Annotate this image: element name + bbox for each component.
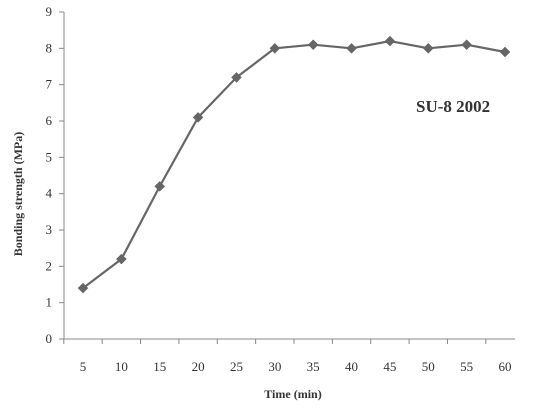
y-tick-label: 2 (46, 258, 53, 273)
data-point (346, 42, 357, 54)
data-point (231, 72, 242, 83)
y-tick-label: 7 (46, 77, 53, 92)
data-point (154, 181, 166, 192)
x-axis-title: Time (min) (264, 387, 321, 401)
x-tick-label: 55 (460, 359, 473, 374)
y-tick-label: 0 (46, 331, 53, 346)
x-tick-label: 60 (499, 359, 512, 374)
y-tick-label: 8 (46, 40, 53, 55)
x-tick-label: 35 (307, 359, 320, 374)
y-tick-label: 5 (46, 149, 53, 164)
y-axis: 0 1 2 3 4 5 6 7 8 9 (46, 4, 65, 346)
x-tick-label: 25 (230, 359, 243, 374)
x-axis: 5 10 15 20 25 30 35 40 45 50 55 60 (63, 338, 515, 374)
y-tick-label: 9 (46, 4, 53, 19)
data-point (384, 35, 396, 47)
y-tick-label: 4 (46, 186, 53, 201)
data-point (461, 39, 472, 51)
data-point (422, 42, 434, 54)
series-annotation: SU-8 2002 (416, 97, 490, 116)
data-point (499, 46, 511, 58)
y-tick-label: 6 (46, 113, 53, 128)
series-layer (77, 35, 511, 294)
x-tick-label: 45 (383, 359, 396, 374)
data-point (77, 282, 89, 294)
x-tick-label: 50 (422, 359, 435, 374)
x-tick-label: 40 (345, 359, 358, 374)
y-axis-title: Bonding strength (MPa) (11, 132, 25, 256)
data-point (269, 42, 281, 54)
x-tick-label: 30 (268, 359, 281, 374)
data-point (116, 253, 127, 265)
y-tick-label: 3 (46, 222, 53, 237)
data-point (307, 39, 319, 51)
x-tick-label: 5 (80, 359, 87, 374)
y-tick-label: 1 (46, 295, 53, 310)
series-line (82, 39, 506, 289)
data-point (192, 112, 204, 123)
x-tick-label: 10 (115, 359, 128, 374)
x-tick-label: 20 (192, 359, 205, 374)
x-tick-label: 15 (153, 359, 166, 374)
